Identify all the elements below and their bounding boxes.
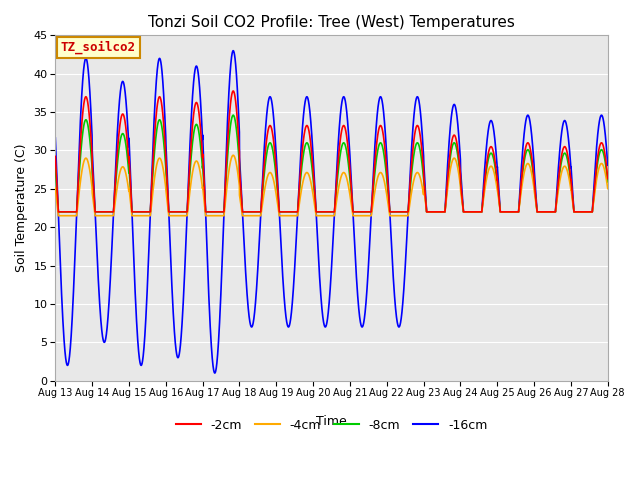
Y-axis label: Soil Temperature (C): Soil Temperature (C) <box>15 144 28 272</box>
-2cm <box>311 195 319 201</box>
-2cm <box>151 131 159 137</box>
-4cm <box>51 185 59 191</box>
-4cm <box>604 186 612 192</box>
-2cm <box>604 176 612 181</box>
-4cm <box>425 209 433 215</box>
-8cm <box>425 209 433 215</box>
-4cm <box>604 182 611 188</box>
Legend: -2cm, -4cm, -8cm, -16cm: -2cm, -4cm, -8cm, -16cm <box>171 414 492 437</box>
-8cm <box>51 165 59 170</box>
-16cm <box>604 162 612 168</box>
Line: -4cm: -4cm <box>55 155 608 216</box>
-4cm <box>229 152 237 158</box>
-16cm <box>311 190 319 196</box>
-2cm <box>487 144 495 150</box>
-2cm <box>51 154 59 159</box>
-16cm <box>229 48 237 54</box>
-2cm <box>54 209 62 215</box>
-16cm <box>425 209 433 215</box>
-16cm <box>487 118 495 123</box>
Title: Tonzi Soil CO2 Profile: Tree (West) Temperatures: Tonzi Soil CO2 Profile: Tree (West) Temp… <box>148 15 515 30</box>
-8cm <box>54 209 62 215</box>
-8cm <box>487 150 495 156</box>
-8cm <box>151 146 159 152</box>
-8cm <box>604 174 611 180</box>
-16cm <box>604 155 611 161</box>
-16cm <box>456 143 463 149</box>
-2cm <box>229 88 237 94</box>
-2cm <box>604 170 611 176</box>
-16cm <box>51 135 59 141</box>
-8cm <box>229 112 237 118</box>
Text: TZ_soilco2: TZ_soilco2 <box>61 41 136 54</box>
-8cm <box>604 179 612 185</box>
-8cm <box>311 198 319 204</box>
-4cm <box>54 213 62 218</box>
-4cm <box>151 174 159 180</box>
X-axis label: Time: Time <box>316 415 347 428</box>
-4cm <box>311 206 319 212</box>
Line: -8cm: -8cm <box>55 115 608 212</box>
-16cm <box>151 108 159 113</box>
-8cm <box>456 167 463 172</box>
-16cm <box>211 370 219 376</box>
Line: -2cm: -2cm <box>55 91 608 212</box>
Line: -16cm: -16cm <box>55 51 608 373</box>
-2cm <box>425 209 433 215</box>
-4cm <box>487 163 495 169</box>
-4cm <box>456 176 463 182</box>
-2cm <box>456 162 463 168</box>
